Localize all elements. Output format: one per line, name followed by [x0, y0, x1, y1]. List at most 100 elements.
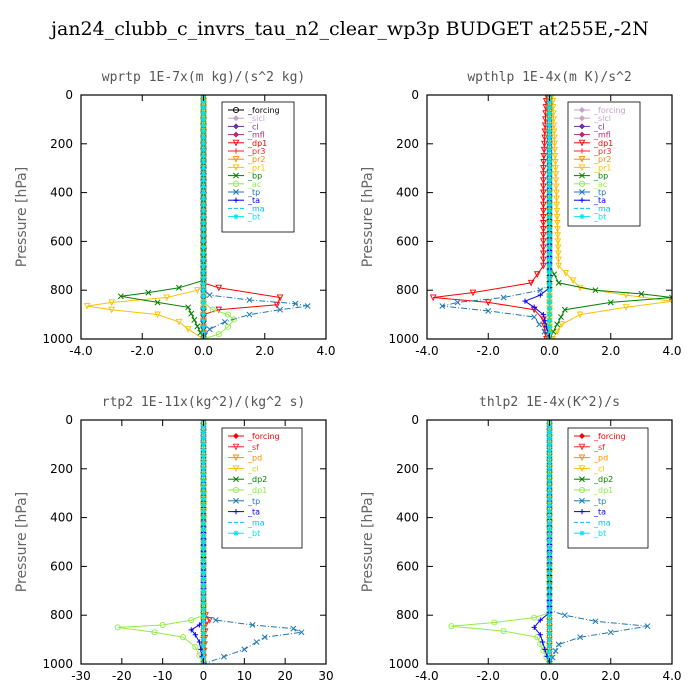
legend-label-forcing: _forcing: [593, 106, 626, 115]
data-point: [200, 196, 207, 202]
legend-marker: [579, 197, 585, 203]
x-tick-label: -10: [153, 669, 173, 683]
legend-marker: [233, 509, 239, 515]
data-point: [540, 647, 547, 654]
data-point: [540, 195, 547, 203]
data-point: [546, 299, 553, 305]
legend-label-bp: _bp: [593, 172, 608, 181]
data-point: [200, 643, 207, 649]
x-tick-label: 4.0: [662, 669, 681, 683]
x-tick-label: 2.0: [601, 344, 620, 358]
legend-marker: [232, 486, 240, 494]
data-point: [537, 617, 543, 623]
legend-label-ac: _ac: [247, 180, 261, 189]
data-point: [546, 257, 553, 263]
data-point: [558, 321, 566, 328]
data-point: [200, 110, 207, 116]
data-point: [607, 629, 614, 636]
data-point: [200, 135, 207, 141]
data-point: [540, 177, 547, 185]
data-point: [546, 460, 553, 466]
data-point: [546, 177, 553, 183]
data-point: [554, 321, 561, 328]
y-tick-label: 200: [396, 137, 419, 151]
data-point: [540, 220, 547, 227]
panel-title: wprtp 1E-7x(m kg)/(s^2 kg): [102, 70, 306, 85]
data-point: [546, 214, 553, 220]
legend-label-tp: _tp: [593, 188, 606, 197]
legend: _forcing _sf _pd_cl _dp2 _dp1 _tp _ta_ma _bt: [221, 427, 303, 549]
y-tick-label: 200: [50, 137, 73, 151]
data-point: [200, 478, 207, 484]
data-point: [200, 618, 207, 624]
data-point: [550, 128, 558, 136]
x-tick-label: -4.0: [415, 669, 438, 683]
legend-marker: [579, 148, 585, 154]
legend-label-cl: _cl: [593, 464, 605, 473]
legend-marker: [578, 465, 586, 473]
data-point: [540, 213, 547, 221]
data-point: [551, 152, 559, 160]
data-point: [638, 290, 645, 297]
data-point: [561, 306, 568, 313]
data-point: [546, 630, 553, 637]
data-point: [546, 454, 553, 460]
data-point: [551, 146, 559, 154]
data-point: [192, 632, 198, 638]
data-point: [200, 533, 207, 539]
legend-marker: [233, 189, 239, 195]
data-point: [546, 508, 553, 515]
data-point: [200, 655, 207, 661]
legend-label-cl: _cl: [247, 122, 259, 131]
legend-label-bt: _bt: [593, 529, 606, 538]
data-point: [546, 588, 553, 594]
data-point: [200, 122, 207, 129]
y-tick-label: 800: [50, 608, 73, 622]
data-point: [200, 496, 207, 502]
data-point: [546, 122, 553, 129]
legend-label-forcing: _forcing: [247, 432, 280, 441]
data-point: [546, 202, 553, 208]
panel-title: wpthlp 1E-4x(m K)/s^2: [467, 70, 631, 85]
legend-label-ac: _ac: [593, 180, 607, 189]
data-point: [200, 177, 207, 183]
data-point: [108, 299, 115, 307]
data-point: [200, 594, 207, 600]
data-point: [200, 484, 207, 490]
legend-marker: [233, 214, 239, 220]
data-point: [540, 639, 546, 645]
legend-marker: [578, 486, 586, 494]
legend-label-ta: _ta: [247, 196, 260, 205]
legend-label-pr1: _pr1: [247, 163, 265, 172]
data-point: [200, 576, 207, 582]
legend-marker: [232, 432, 240, 440]
x-tick-label: -20: [112, 669, 132, 683]
data-point: [546, 435, 553, 441]
data-point: [669, 294, 672, 301]
data-point: [546, 232, 553, 238]
data-point: [546, 484, 553, 490]
data-point: [200, 521, 207, 527]
data-point: [552, 177, 560, 185]
data-point: [546, 490, 553, 496]
data-point: [546, 165, 553, 171]
data-point: [429, 294, 437, 302]
series-group: [448, 420, 651, 664]
y-tick-label: 600: [396, 559, 419, 573]
data-point: [546, 318, 553, 324]
data-point: [546, 478, 553, 484]
data-point: [206, 292, 213, 299]
data-point: [220, 653, 227, 660]
legend-label-ma: _ma: [593, 204, 611, 213]
data-point: [249, 622, 256, 628]
data-point: [151, 629, 158, 636]
chart-panel-2: wpthlp 1E-4x(m K)/s^2 Pressure [hPa] -4.0 -…: [360, 70, 682, 358]
legend-label-pd: _pd: [593, 454, 608, 463]
x-tick-label: 0: [200, 669, 208, 683]
data-point: [200, 563, 207, 569]
data-point: [576, 311, 584, 319]
legend-marker: [578, 123, 586, 130]
legend-marker: [233, 197, 239, 203]
data-point: [546, 208, 553, 214]
data-point: [304, 303, 311, 310]
